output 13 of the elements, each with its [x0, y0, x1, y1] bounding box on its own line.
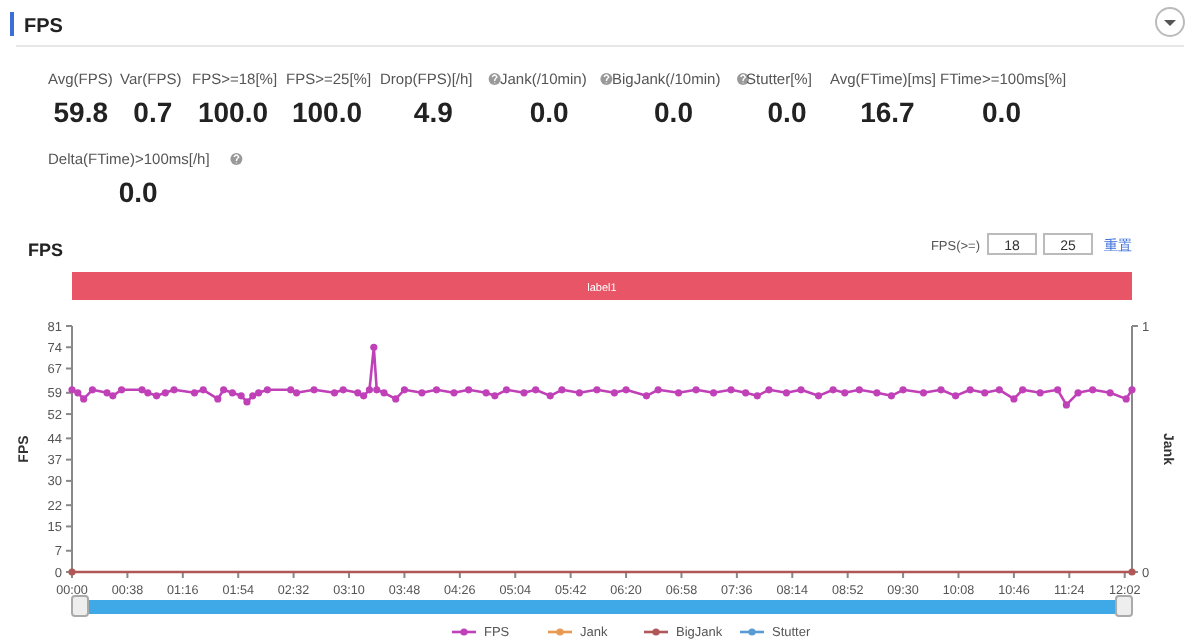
text: 0.0 — [767, 96, 807, 128]
text: 0.0 — [529, 96, 569, 128]
text: 4.9 — [413, 96, 453, 128]
text: 100.0 — [291, 96, 363, 128]
text: 100.0 — [197, 96, 269, 128]
text: 16.7 — [860, 96, 915, 128]
text: FPS — [24, 16, 64, 38]
text: 0.0 — [654, 96, 693, 128]
text: 0.7 — [133, 96, 173, 128]
text: 59.8 — [53, 96, 109, 128]
chart-title: FPS — [28, 240, 64, 260]
text: 0.0 — [982, 96, 1021, 128]
text: 0.0 — [118, 176, 158, 208]
